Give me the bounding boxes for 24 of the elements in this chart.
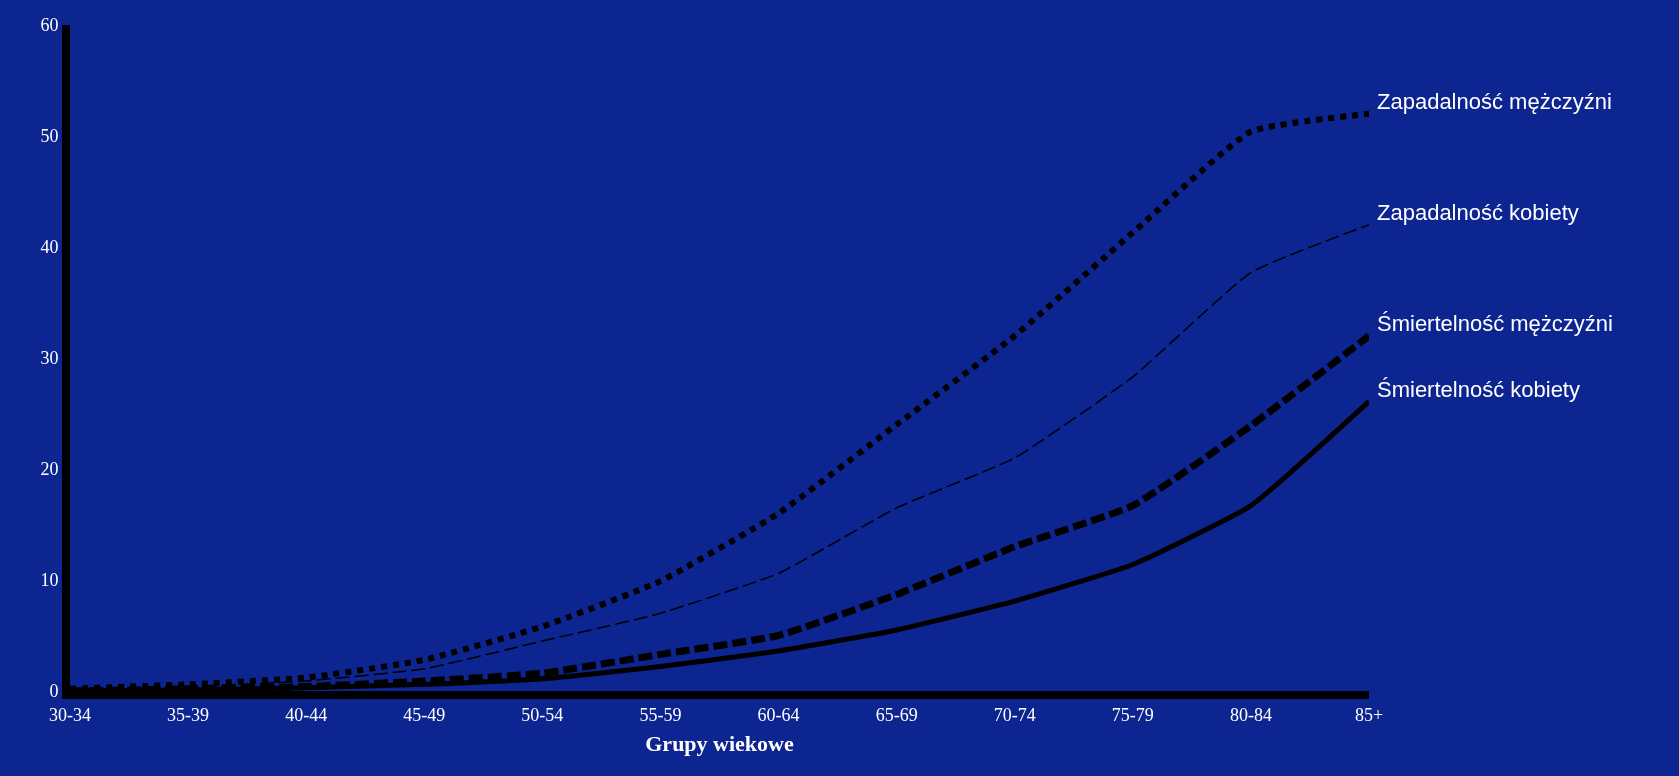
x-tick-label: 60-64 xyxy=(757,704,800,725)
y-tick-label: 0 xyxy=(49,681,59,702)
y-tick-label: 10 xyxy=(40,570,59,591)
series-label: Zapadalność kobiety xyxy=(1377,200,1579,225)
series-label: Zapadalność mężczyźni xyxy=(1377,89,1612,114)
x-tick-label: 85+ xyxy=(1354,704,1384,725)
x-axis-title: Grupy wiekowe xyxy=(645,731,794,756)
x-tick-label: 65-69 xyxy=(875,704,918,725)
x-tick-label: 55-59 xyxy=(639,704,682,725)
x-tick-label: 30-34 xyxy=(49,704,91,725)
x-tick-label: 80-84 xyxy=(1229,704,1272,725)
x-tick-label: 45-49 xyxy=(403,704,446,725)
y-tick-label: 30 xyxy=(40,348,59,369)
x-tick-label: 40-44 xyxy=(285,704,328,725)
x-tick-label: 35-39 xyxy=(167,704,210,725)
y-tick-label: 50 xyxy=(40,126,59,147)
y-tick-label: 20 xyxy=(40,459,59,480)
y-tick-label: 40 xyxy=(40,237,59,258)
series-label: Śmiertelność mężczyźni xyxy=(1377,311,1613,336)
series-label: Śmiertelność kobiety xyxy=(1377,377,1580,402)
x-tick-label: 70-74 xyxy=(993,704,1036,725)
x-tick-label: 50-54 xyxy=(521,704,564,725)
x-tick-label: 75-79 xyxy=(1111,704,1154,725)
y-tick-label: 60 xyxy=(40,15,59,36)
